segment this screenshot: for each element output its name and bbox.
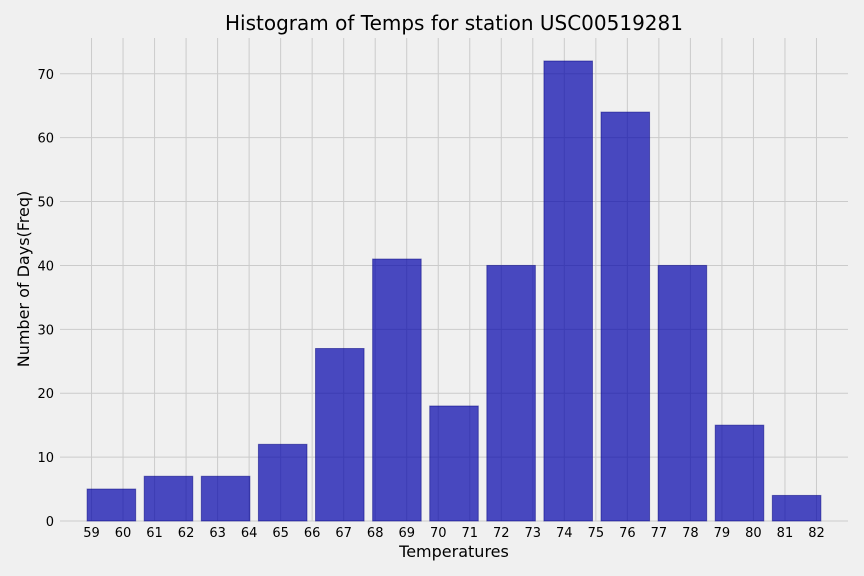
x-tick-label: 62 <box>178 526 195 541</box>
y-tick-label: 40 <box>37 259 54 274</box>
x-tick-label: 82 <box>808 526 825 541</box>
y-tick-label: 50 <box>37 196 54 211</box>
x-tick-label: 80 <box>745 526 762 541</box>
x-tick-label: 79 <box>714 526 731 541</box>
histogram-bar <box>315 348 365 522</box>
x-tick-labels: 59 60 61 62 63 64 65 66 67 68 69 70 71 72 73 74 75 76 77 78… <box>83 526 825 541</box>
histogram-bar <box>86 488 137 522</box>
y-tick-label: 30 <box>37 323 54 338</box>
histogram-bar <box>372 258 422 522</box>
chart-title: Histogram of Temps for station USC005192… <box>225 11 683 35</box>
histogram-bar <box>257 443 308 522</box>
x-tick-label: 68 <box>367 526 384 541</box>
histogram-bar <box>143 475 194 522</box>
x-tick-label: 60 <box>115 526 132 541</box>
x-tick-label: 64 <box>241 526 258 541</box>
histogram-bar <box>657 264 708 522</box>
histogram-bar <box>429 405 479 522</box>
y-axis-label: Number of Days(Freq) <box>14 191 33 368</box>
x-tick-label: 73 <box>525 526 542 541</box>
y-tick-label: 0 <box>46 515 54 530</box>
x-tick-label: 69 <box>398 526 415 541</box>
x-tick-label: 71 <box>461 526 478 541</box>
y-tick-label: 20 <box>37 387 54 402</box>
x-tick-label: 63 <box>209 526 226 541</box>
x-tick-label: 74 <box>556 526 573 541</box>
x-tick-label: 72 <box>493 526 510 541</box>
x-tick-label: 70 <box>430 526 447 541</box>
y-tick-label: 10 <box>37 451 54 466</box>
x-tick-label: 61 <box>146 526 163 541</box>
x-tick-label: 75 <box>588 526 605 541</box>
bars <box>86 60 822 522</box>
x-tick-label: 76 <box>619 526 636 541</box>
y-tick-label: 70 <box>37 68 54 83</box>
x-axis-label: Temperatures <box>398 542 509 561</box>
x-tick-label: 81 <box>777 526 794 541</box>
x-tick-label: 67 <box>335 526 352 541</box>
x-tick-label: 66 <box>304 526 321 541</box>
y-tick-label: 60 <box>37 132 54 147</box>
histogram-bar <box>200 475 251 522</box>
x-tick-label: 59 <box>83 526 100 541</box>
histogram-bar <box>771 494 822 522</box>
x-tick-label: 65 <box>272 526 289 541</box>
y-tick-labels: 0 10 20 30 40 50 60 70 <box>37 68 54 530</box>
x-tick-label: 77 <box>651 526 668 541</box>
histogram-bar <box>600 111 651 522</box>
x-tick-label: 78 <box>682 526 699 541</box>
histogram-bar <box>714 424 765 522</box>
histogram-bar <box>486 264 536 522</box>
histogram-bar <box>543 60 593 522</box>
